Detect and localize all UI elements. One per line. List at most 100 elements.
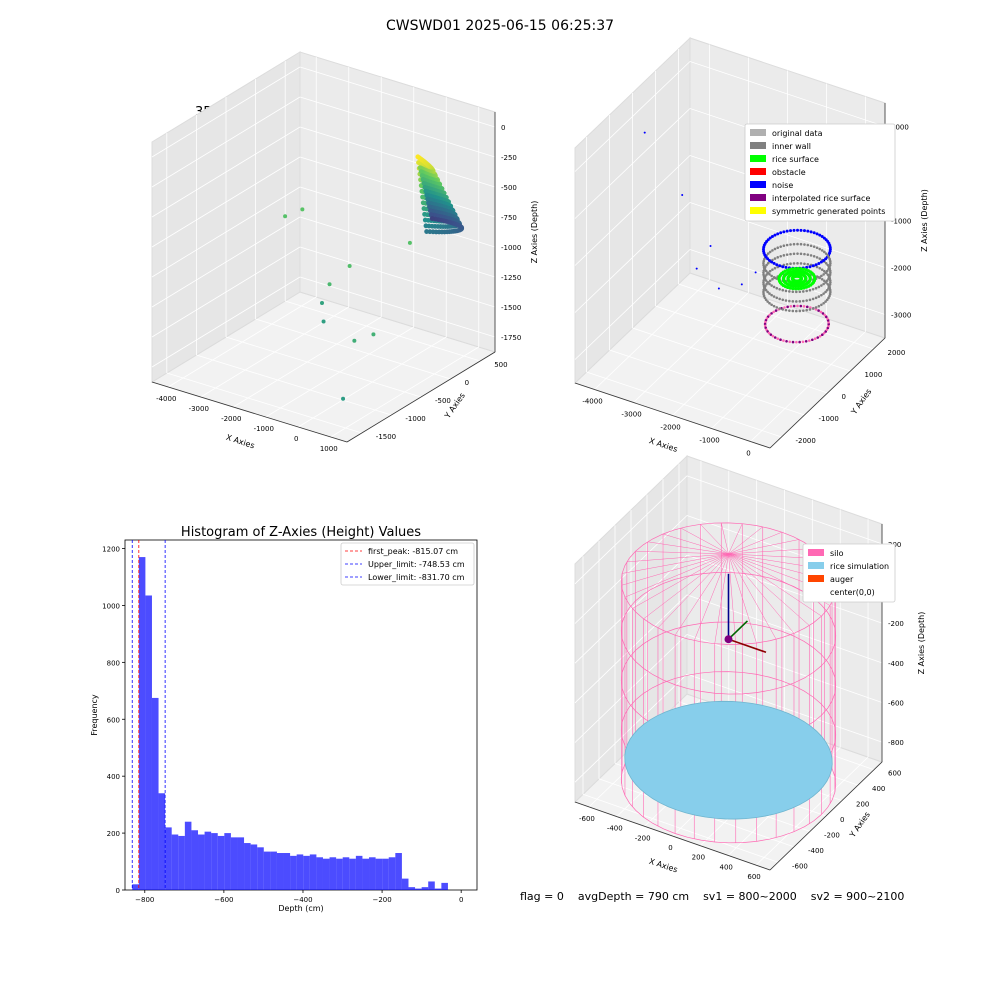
classify-rice-point — [791, 267, 795, 271]
classify-z-tick-label: -2000 — [891, 265, 911, 273]
simulation-legend-swatch — [808, 575, 824, 582]
classify-wall-point — [801, 299, 805, 303]
classify-interpolated-point — [770, 312, 773, 315]
classify-wall-point — [788, 309, 791, 312]
classify-wall-point — [817, 276, 821, 279]
histogram-bar — [217, 835, 225, 890]
classify-wall-point — [763, 277, 767, 280]
histogram-y-axis-label: Frequency — [90, 694, 99, 736]
classify-interpolated-point — [801, 340, 805, 344]
classify-rice-point — [793, 266, 797, 271]
silo-wire-roof — [621, 553, 729, 586]
silo-wire-roof — [728, 531, 783, 555]
classify-interpolated-point — [779, 338, 782, 342]
raw-grid-y — [225, 336, 422, 398]
classify-wall-point — [811, 307, 815, 310]
histogram-bar — [165, 827, 172, 890]
simulation-legend-swatch — [808, 562, 824, 569]
classify-noise-point — [770, 235, 774, 239]
raw-y-tick-label: 500 — [494, 361, 507, 369]
classify-rice-point — [804, 268, 808, 272]
classify-noise-point — [773, 233, 777, 237]
classify-wall-point — [806, 243, 810, 247]
classify-wall-point — [784, 289, 788, 293]
classify-interpolated-point — [795, 340, 798, 344]
classify-x-axis-label: X Axies — [648, 436, 679, 454]
classify-noise-point — [789, 229, 793, 233]
classify-wall-point — [808, 298, 812, 302]
histogram-bar — [428, 881, 435, 890]
silo-wire-roof — [728, 553, 822, 617]
classify-y-tick-label: -2000 — [796, 437, 816, 445]
classify-grid-z — [689, 249, 886, 315]
classify-wall-point — [791, 290, 795, 294]
simulation-legend-label: center(0,0) — [830, 588, 875, 597]
classify-legend-label: interpolated rice surface — [772, 194, 870, 203]
classify-wall-point — [775, 296, 779, 300]
raw-grid-z — [151, 156, 301, 248]
classify-wall-point — [811, 297, 815, 301]
histogram-bar — [283, 853, 291, 890]
classify-x-tick-label: -3000 — [621, 411, 641, 419]
classify-grid-z — [574, 61, 691, 172]
classify-wall-point — [772, 304, 776, 308]
classify-wall-point — [773, 257, 777, 260]
silo-wire-roof — [728, 553, 737, 645]
classify-wall-point — [792, 242, 796, 246]
classify-wall-point — [788, 290, 791, 293]
raw-z-tick-label: -750 — [501, 214, 517, 222]
classify-wall-point — [796, 242, 799, 246]
raw-y-axis-label: Y Axies — [442, 391, 467, 421]
raw-grid-z — [299, 246, 496, 308]
raw-cloud-point — [421, 180, 427, 186]
classify-noise-point — [772, 261, 776, 265]
histogram-bar — [138, 557, 146, 890]
classify-wall-point — [824, 290, 827, 294]
simulation-y-tick-label: 400 — [872, 785, 885, 793]
simulation-grid-z — [574, 554, 688, 664]
simulation-x-tick-label: 200 — [692, 854, 705, 862]
classify-wall-point — [782, 254, 786, 257]
classify-legend-label: symmetric generated points — [772, 207, 885, 216]
raw-outlier-point — [407, 240, 412, 245]
classify-wall-point — [825, 298, 829, 302]
classify-grid-z — [574, 108, 691, 219]
classify-noise-point — [768, 236, 772, 240]
histogram-axes-frame — [124, 539, 478, 891]
raw-cloud-point — [426, 200, 431, 206]
classify-wall-point — [768, 273, 771, 276]
classify-wall-point — [818, 257, 822, 260]
classify-wall-point — [815, 265, 819, 269]
silo-wire-roof — [674, 553, 729, 636]
classify-rice-point — [796, 266, 800, 271]
classify-noise-point — [779, 231, 783, 235]
classify-wall-point — [764, 269, 768, 273]
simulation-x-axis-label: X Axies — [648, 857, 679, 875]
raw-z-tick-label: -500 — [501, 184, 517, 192]
classify-wall-point — [818, 266, 822, 270]
raw-x-tick-label: -4000 — [156, 395, 176, 403]
silo-wire-roof — [662, 533, 729, 555]
classify-interpolated-point — [788, 340, 792, 344]
classify-noise-point — [643, 131, 646, 134]
classify-noise-point — [805, 265, 809, 269]
classify-wall-point — [823, 269, 826, 273]
classify-noise-point — [767, 258, 771, 262]
classify-wall-point — [791, 309, 795, 313]
simulation-y-tick-label: 0 — [840, 816, 844, 824]
classify-wall-point — [789, 243, 792, 246]
classify-rice-point — [802, 280, 806, 284]
silo-wire-roof — [624, 553, 729, 598]
classify-wall-point — [828, 259, 832, 263]
classify-x-tick-label: -4000 — [582, 398, 602, 406]
raw-cloud-point — [424, 192, 430, 198]
classify-wall-point — [781, 298, 785, 302]
silo-wire-roof — [700, 524, 729, 555]
raw-x-tick-label: -1000 — [254, 425, 274, 433]
simulation-z-tick-label: -400 — [888, 660, 904, 668]
classify-wall-point — [820, 303, 823, 307]
classify-wall-point — [762, 292, 765, 296]
classify-wall-point — [771, 249, 774, 252]
classify-wall-point — [778, 307, 781, 310]
raw-grid-z — [151, 276, 301, 368]
